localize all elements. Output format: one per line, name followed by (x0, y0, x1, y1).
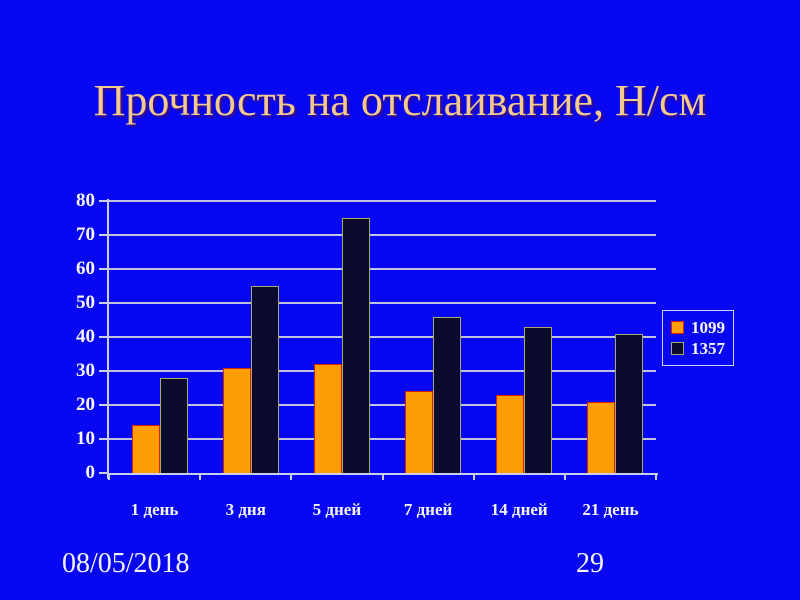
bar-series-1099-cat-3 (313, 364, 342, 473)
gridline-30 (109, 370, 656, 372)
slide-footer-date: 08/05/2018 (62, 548, 190, 579)
legend-item-1099: 1099 (671, 317, 733, 338)
x-axis-tick-3 (381, 473, 384, 480)
gridline-80 (109, 200, 656, 202)
legend-swatch-1357 (671, 342, 684, 355)
legend-swatch-1099 (671, 321, 684, 334)
y-axis-label-70: 70 (76, 224, 95, 245)
y-axis-tick-20 (99, 404, 107, 406)
x-axis-label-6: 21 день (582, 500, 639, 519)
y-axis-tick-80 (99, 200, 107, 202)
x-axis-tick-4 (472, 473, 475, 480)
bar-group-5 (474, 201, 565, 473)
x-axis-tick-2 (290, 473, 293, 480)
x-axis-label-5: 14 дней (490, 500, 548, 519)
bar-group-1 (109, 201, 200, 473)
y-axis-tick-50 (99, 302, 107, 304)
x-axis-tick-5 (563, 473, 566, 480)
x-axis-tick-6 (655, 473, 657, 480)
y-axis-label-40: 40 (76, 326, 95, 347)
bar-series-1357-cat-3 (341, 218, 370, 473)
legend-label-1357: 1357 (691, 339, 725, 358)
legend-item-1357: 1357 (671, 338, 733, 359)
x-axis-label-4: 7 дней (403, 500, 453, 519)
gridline-60 (109, 268, 656, 270)
x-axis-label-2: 3 дня (225, 500, 266, 519)
y-axis-tick-60 (99, 268, 107, 270)
bar-series-1099-cat-2 (222, 367, 251, 473)
y-axis-tick-0 (99, 472, 107, 474)
x-axis-tick-1 (199, 473, 202, 480)
y-axis-label-20: 20 (76, 394, 95, 415)
bar-series-1357-cat-5 (524, 326, 553, 473)
y-axis-tick-70 (99, 234, 107, 236)
bar-series-1099-cat-5 (496, 394, 525, 473)
gridline-10 (109, 438, 656, 440)
bar-series-1357-cat-1 (159, 377, 188, 473)
bar-series-1099-cat-4 (405, 391, 434, 473)
y-axis-label-50: 50 (76, 292, 95, 313)
gridline-70 (109, 234, 656, 236)
bar-series-1357-cat-4 (433, 316, 462, 473)
gridline-40 (109, 336, 656, 338)
y-axis-label-80: 80 (76, 190, 95, 211)
bar-group-6 (565, 201, 656, 473)
bar-series-1357-cat-6 (615, 333, 644, 473)
x-axis-label-3: 5 дней (312, 500, 362, 519)
y-axis-tick-40 (99, 336, 107, 338)
gridline-20 (109, 404, 656, 406)
y-axis-tick-30 (99, 370, 107, 372)
bar-group-2 (200, 201, 291, 473)
chart-legend: 1099 1357 (662, 310, 734, 366)
x-axis-label-1: 1 день (130, 500, 179, 519)
legend-label-1099: 1099 (691, 318, 725, 337)
bar-series-1099-cat-1 (131, 425, 160, 473)
bar-series-1357-cat-2 (250, 286, 279, 473)
bar-group-3 (291, 201, 382, 473)
bar-group-4 (383, 201, 474, 473)
slide-title: Прочность на отслаивание, Н/см (93, 76, 707, 125)
y-axis-label-10: 10 (76, 428, 95, 449)
bar-series-1099-cat-6 (587, 401, 616, 473)
y-axis-label-60: 60 (76, 258, 95, 279)
x-axis-tick-0 (108, 473, 110, 480)
y-axis-tick-10 (99, 438, 107, 440)
gridline-50 (109, 302, 656, 304)
y-axis-line (107, 199, 109, 479)
y-axis-label-0: 0 (85, 462, 96, 483)
slide-page-number: 29 (576, 548, 604, 579)
y-axis-label-30: 30 (76, 360, 95, 381)
bar-chart-plot-area: 0 10 20 30 40 50 60 70 80 1 день 3 дня 5 дней 7 дней… (76, 191, 658, 519)
